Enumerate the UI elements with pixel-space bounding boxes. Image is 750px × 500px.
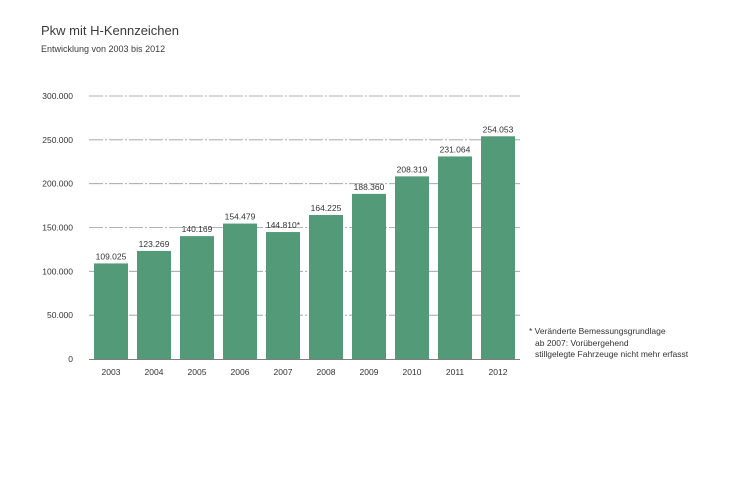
chart-title: Pkw mit H-Kennzeichen — [41, 23, 179, 38]
bar — [223, 223, 257, 359]
bar — [137, 250, 171, 359]
x-axis-tick-labels: 2003 2004 2005 2006 2007 2008 2009 2010 2011 2012 — [102, 367, 508, 377]
footnote-line-3: stillgelegte Fahrzeuge nicht mehr erfass… — [535, 349, 689, 359]
bar — [309, 215, 343, 359]
data-label: 208.319 — [397, 164, 428, 174]
y-tick-label: 200.000 — [42, 179, 73, 189]
x-tick-label: 2005 — [188, 367, 207, 377]
data-label: 109.025 — [96, 251, 127, 261]
bar — [352, 193, 386, 359]
footnote-line-1: * Veränderte Bemessungsgrundlage — [529, 326, 666, 336]
data-labels: 109.025 123.269 140.169 154.479 144.810* 164.… — [96, 124, 514, 261]
x-tick-label: 2007 — [274, 367, 293, 377]
y-tick-label: 150.000 — [42, 223, 73, 233]
x-tick-label: 2008 — [317, 367, 336, 377]
y-tick-label: 100.000 — [42, 266, 73, 276]
x-tick-label: 2010 — [403, 367, 422, 377]
y-axis-tick-labels: 0 50.000 100.000 150.000 200.000 250.000 300.0… — [42, 91, 73, 364]
footnote: * Veränderte Bemessungsgrundlage ab 2007… — [529, 326, 688, 361]
bar — [180, 236, 214, 359]
data-label: 123.269 — [139, 239, 170, 249]
chart-subtitle: Entwicklung von 2003 bis 2012 — [41, 44, 166, 54]
data-label: 140.169 — [182, 224, 213, 234]
data-label: 154.479 — [225, 212, 256, 222]
x-tick-label: 2004 — [145, 367, 164, 377]
x-tick-label: 2012 — [489, 367, 508, 377]
data-label: 144.810* — [266, 220, 301, 230]
bar — [395, 176, 429, 359]
x-tick-label: 2003 — [102, 367, 121, 377]
data-label: 254.053 — [483, 124, 514, 134]
y-tick-label: 250.000 — [42, 135, 73, 145]
y-tick-label: 300.000 — [42, 91, 73, 101]
bar — [94, 263, 128, 359]
data-label: 164.225 — [311, 203, 342, 213]
x-tick-label: 2009 — [360, 367, 379, 377]
footnote-line-2: ab 2007: Vorübergehend — [535, 337, 629, 348]
bar — [481, 136, 515, 359]
bars — [94, 136, 515, 359]
data-label: 231.064 — [440, 144, 471, 154]
y-tick-label: 50.000 — [47, 310, 73, 320]
bar — [438, 156, 472, 359]
y-tick-label: 0 — [68, 354, 73, 364]
bar — [266, 232, 300, 359]
x-tick-label: 2006 — [231, 367, 250, 377]
data-label: 188.360 — [354, 182, 385, 192]
x-tick-label: 2011 — [446, 367, 465, 377]
